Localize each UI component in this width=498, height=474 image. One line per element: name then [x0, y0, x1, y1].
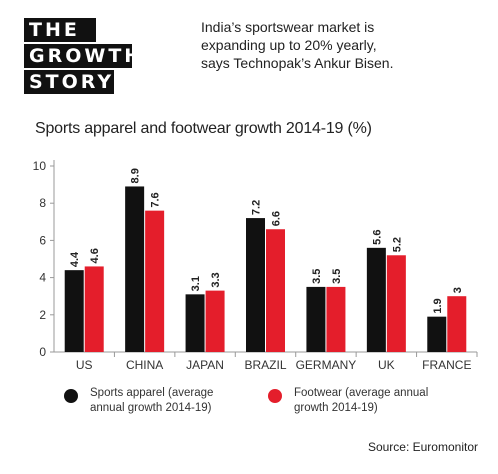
data-label: 5.2 [391, 237, 403, 252]
x-tick-label: FRANCE [422, 358, 471, 372]
chart-title: Sports apparel and footwear growth 2014-… [35, 120, 372, 137]
x-tick-label: UK [378, 358, 395, 372]
bar [326, 286, 346, 352]
data-label: 4.6 [89, 248, 101, 263]
source-note: Source: Euromonitor [367, 440, 478, 454]
x-tick-label: CHINA [126, 358, 163, 372]
y-tick-label: 6 [39, 233, 46, 247]
logo-line-growth: GROWTH [24, 44, 140, 68]
data-label: 8.9 [130, 168, 142, 183]
bar [205, 290, 225, 352]
bar [246, 218, 265, 352]
headline-text: India’s sportswear market is expanding u… [201, 19, 394, 71]
bar [306, 286, 326, 352]
y-tick-label: 0 [39, 345, 46, 359]
logo-line-story: STORY [24, 70, 114, 94]
x-tick-label: GERMANY [296, 358, 357, 372]
legend-label-sports-apparel: Sports apparel (average annual growth 20… [90, 387, 214, 414]
data-label: 5.6 [371, 230, 383, 245]
brand-logo: THE GROWTH STORY [24, 18, 140, 96]
data-label: 4.4 [69, 251, 81, 267]
data-label: 3.3 [210, 272, 222, 287]
bar [185, 294, 205, 352]
legend-swatch-footwear [268, 389, 282, 403]
bar [125, 186, 145, 352]
y-tick-label: 4 [39, 271, 46, 285]
data-label: 6.6 [271, 211, 283, 226]
data-label: 7.2 [251, 200, 263, 215]
data-label: 3.5 [331, 269, 343, 284]
bar [386, 255, 406, 352]
legend-swatch-sports-apparel [64, 389, 78, 403]
y-tick-label: 2 [39, 308, 46, 322]
data-label: 7.6 [150, 192, 162, 207]
bar [266, 229, 285, 352]
bar [64, 270, 84, 352]
logo-line-the: THE [24, 18, 96, 42]
bar [366, 247, 386, 352]
bar [447, 296, 467, 352]
bar [145, 210, 165, 352]
data-label: 3.1 [190, 276, 202, 291]
y-tick-label: 10 [33, 159, 47, 173]
legend-label-footwear: Footwear (average annual growth 2014-19) [294, 387, 429, 414]
bar [427, 316, 447, 352]
x-tick-label: JAPAN [186, 358, 224, 372]
x-tick-label: US [76, 358, 93, 372]
bar [84, 266, 104, 352]
data-label: 3.5 [311, 269, 323, 284]
data-label: 3 [452, 287, 464, 293]
x-tick-label: BRAZIL [244, 358, 286, 372]
y-tick-label: 8 [39, 196, 46, 210]
data-label: 1.9 [432, 298, 444, 313]
